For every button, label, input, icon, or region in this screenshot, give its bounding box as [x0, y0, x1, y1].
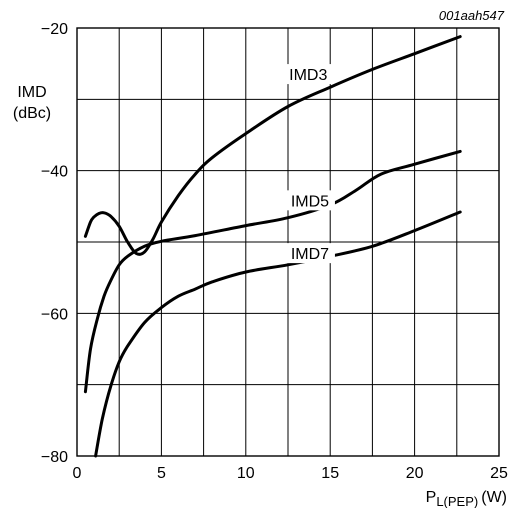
x-axis-label-sub: L(PEP): [436, 494, 478, 508]
series-label-imd5: IMD5: [291, 193, 329, 210]
series-line-imd5: [83, 149, 462, 394]
series-lines: [83, 35, 462, 458]
figure-id: 001aah547: [439, 8, 505, 23]
x-axis-label: PL(PEP) (W): [426, 489, 507, 508]
plot-frame: [76, 27, 500, 457]
y-axis-label-line1: IMD: [17, 84, 46, 101]
series-line-imd3: [83, 35, 462, 256]
x-tick-label: 15: [321, 465, 339, 482]
y-tick-label: −20: [41, 21, 68, 38]
y-axis-label-line2: (dBc): [13, 105, 51, 122]
x-tick-label: 20: [406, 465, 424, 482]
grid: [76, 27, 500, 457]
y-tick-label: −60: [41, 306, 68, 323]
series-label-imd3: IMD3: [289, 67, 327, 84]
series-label-bg: [284, 190, 335, 211]
series-line-imd7: [94, 210, 462, 458]
tick-labels: 0 5 10 15 20 25 −80 −60 −40 −20: [41, 21, 508, 482]
x-axis-label-main: P: [426, 489, 437, 506]
x-tick-label: 5: [157, 465, 166, 482]
y-tick-label: −80: [41, 449, 68, 466]
x-tick-label: 25: [490, 465, 508, 482]
series-label-bg: [283, 64, 334, 85]
series-label-imd7: IMD7: [291, 246, 329, 263]
x-axis-label-unit: (W): [481, 489, 507, 506]
x-tick-label: 0: [73, 465, 82, 482]
series-label-bg: [284, 243, 335, 264]
series-labels: IMD3 IMD5 IMD7: [283, 64, 335, 263]
x-tick-label: 10: [237, 465, 255, 482]
y-tick-label: −40: [41, 164, 68, 181]
